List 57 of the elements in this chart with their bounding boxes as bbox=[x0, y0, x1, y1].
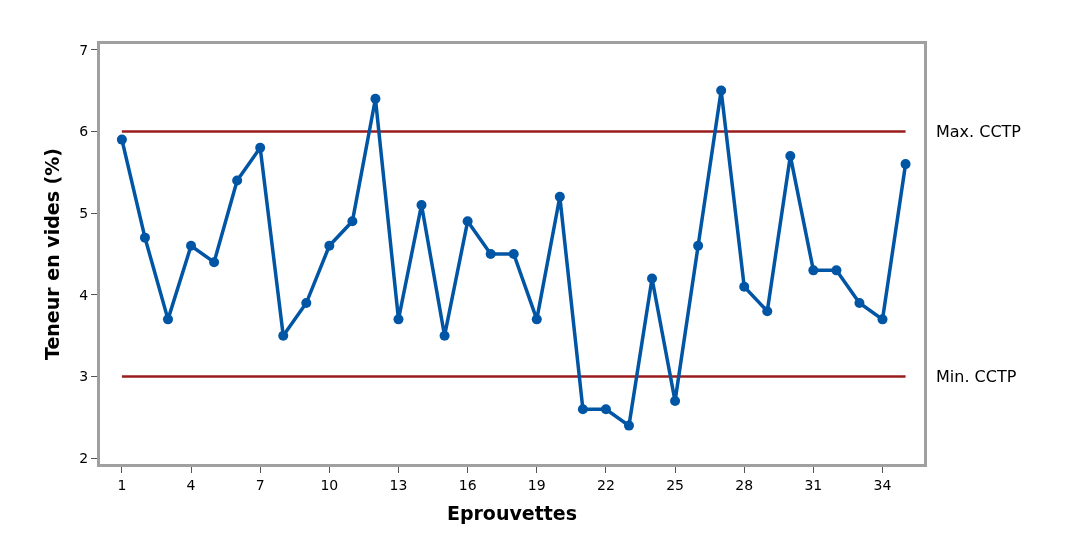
point bbox=[739, 281, 750, 292]
x-tick-label: 34 bbox=[873, 476, 892, 493]
point bbox=[716, 85, 727, 96]
y-tick-label: 2 bbox=[79, 450, 89, 467]
point bbox=[416, 199, 427, 210]
x-tick-label: 10 bbox=[320, 476, 339, 493]
point bbox=[785, 150, 796, 161]
point bbox=[462, 216, 473, 227]
x-tick-label: 4 bbox=[186, 476, 196, 493]
point bbox=[186, 240, 197, 251]
point bbox=[808, 265, 819, 276]
point bbox=[324, 240, 335, 251]
point bbox=[116, 134, 127, 145]
point bbox=[370, 93, 381, 104]
point bbox=[554, 191, 565, 202]
point bbox=[577, 404, 588, 415]
point bbox=[232, 175, 243, 186]
point bbox=[209, 257, 220, 268]
x-tick-label: 1 bbox=[117, 476, 127, 493]
y-tick-label: 4 bbox=[79, 286, 89, 303]
point bbox=[531, 314, 542, 325]
ref-line-label: Min. CCTP bbox=[936, 367, 1017, 386]
x-tick-label: 31 bbox=[804, 476, 823, 493]
point bbox=[900, 159, 911, 170]
point bbox=[162, 314, 173, 325]
y-tick-label: 5 bbox=[79, 205, 89, 222]
x-tick-label: 22 bbox=[597, 476, 615, 493]
point bbox=[278, 330, 289, 341]
point bbox=[877, 314, 888, 325]
y-axis-title: Teneur en vides (%) bbox=[41, 148, 64, 360]
point bbox=[508, 249, 519, 259]
point bbox=[762, 306, 773, 317]
point bbox=[693, 240, 704, 251]
x-tick-label: 25 bbox=[666, 476, 684, 493]
point bbox=[485, 249, 496, 259]
y-tick-label: 3 bbox=[79, 368, 89, 385]
point bbox=[670, 396, 681, 407]
x-tick-label: 19 bbox=[527, 476, 546, 493]
point bbox=[139, 232, 150, 243]
x-tick-label: 16 bbox=[458, 476, 477, 493]
y-tick-label: 7 bbox=[79, 41, 89, 58]
x-tick-label: 7 bbox=[255, 476, 265, 493]
y-tick-label: 6 bbox=[79, 123, 89, 140]
point bbox=[831, 265, 842, 276]
point bbox=[347, 216, 358, 227]
point bbox=[255, 142, 266, 153]
x-tick-label: 28 bbox=[735, 476, 754, 493]
point bbox=[600, 404, 611, 415]
x-axis-title: Eprouvettes bbox=[446, 501, 578, 524]
point bbox=[439, 330, 450, 341]
x-tick-label: 13 bbox=[389, 476, 408, 493]
point bbox=[623, 420, 634, 431]
point bbox=[854, 298, 865, 309]
point bbox=[647, 273, 658, 284]
point bbox=[301, 298, 312, 309]
ref-line-label: Max. CCTP bbox=[936, 122, 1022, 141]
point bbox=[393, 314, 404, 325]
